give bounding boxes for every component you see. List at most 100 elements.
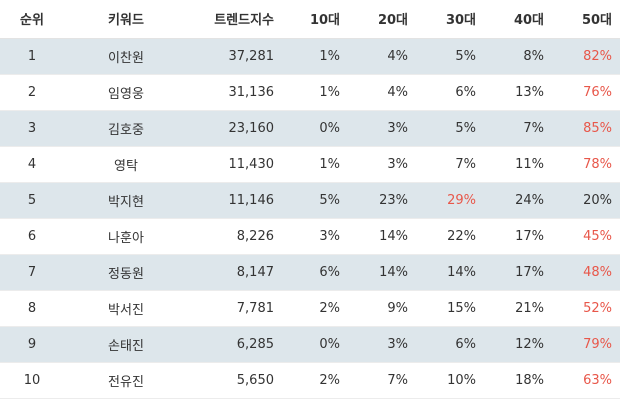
- header-age-20s: 20대: [348, 0, 416, 39]
- table-row: 2 임영웅 31,136 1% 4% 6% 13% 76%: [0, 74, 620, 111]
- age-10s-cell: 5%: [280, 182, 348, 219]
- age-20s-cell: 14%: [348, 218, 416, 255]
- age-10s-cell: 6%: [280, 254, 348, 291]
- table-row: 9 손태진 6,285 0% 3% 6% 12% 79%: [0, 326, 620, 363]
- age-40s-cell: 21%: [484, 290, 552, 327]
- age-20s-cell: 4%: [348, 38, 416, 75]
- trend-score-cell: 5,650: [188, 362, 280, 399]
- trend-score-cell: 6,285: [188, 326, 280, 363]
- table-row: 8 박서진 7,781 2% 9% 15% 21% 52%: [0, 290, 620, 327]
- age-30s-cell: 14%: [416, 254, 484, 291]
- age-30s-cell: 10%: [416, 362, 484, 399]
- age-30s-cell: 15%: [416, 290, 484, 327]
- age-40s-cell: 8%: [484, 38, 552, 75]
- rank-cell: 8: [0, 290, 64, 327]
- keyword-cell: 이찬원: [64, 38, 188, 75]
- keyword-cell: 김호중: [64, 110, 188, 147]
- age-20s-cell: 7%: [348, 362, 416, 399]
- keyword-cell: 전유진: [64, 362, 188, 399]
- keyword-cell: 영탁: [64, 146, 188, 183]
- rank-cell: 6: [0, 218, 64, 255]
- age-50s-cell: 85%: [552, 110, 620, 147]
- age-50s-cell: 63%: [552, 362, 620, 399]
- trend-score-cell: 23,160: [188, 110, 280, 147]
- age-40s-cell: 13%: [484, 74, 552, 111]
- rank-cell: 9: [0, 326, 64, 363]
- age-50s-cell: 82%: [552, 38, 620, 75]
- age-50s-cell: 48%: [552, 254, 620, 291]
- age-10s-cell: 0%: [280, 326, 348, 363]
- age-40s-cell: 12%: [484, 326, 552, 363]
- header-age-40s: 40대: [484, 0, 552, 39]
- age-40s-cell: 17%: [484, 254, 552, 291]
- age-30s-cell: 6%: [416, 74, 484, 111]
- table-header-row: 순위 키워드 트렌드지수 10대 20대 30대 40대 50대: [0, 0, 620, 39]
- age-20s-cell: 3%: [348, 326, 416, 363]
- rank-cell: 5: [0, 182, 64, 219]
- age-50s-cell: 76%: [552, 74, 620, 111]
- header-age-50s: 50대: [552, 0, 620, 39]
- keyword-cell: 박지현: [64, 182, 188, 219]
- age-30s-cell: 7%: [416, 146, 484, 183]
- table-row: 6 나훈아 8,226 3% 14% 22% 17% 45%: [0, 218, 620, 255]
- age-30s-cell: 29%: [416, 182, 484, 219]
- header-trend-score: 트렌드지수: [188, 0, 280, 39]
- age-40s-cell: 18%: [484, 362, 552, 399]
- trend-score-cell: 37,281: [188, 38, 280, 75]
- header-age-10s: 10대: [280, 0, 348, 39]
- trend-score-cell: 8,147: [188, 254, 280, 291]
- age-50s-cell: 20%: [552, 182, 620, 219]
- age-50s-cell: 52%: [552, 290, 620, 327]
- header-age-30s: 30대: [416, 0, 484, 39]
- keyword-cell: 박서진: [64, 290, 188, 327]
- age-40s-cell: 24%: [484, 182, 552, 219]
- age-20s-cell: 3%: [348, 146, 416, 183]
- table-row: 3 김호중 23,160 0% 3% 5% 7% 85%: [0, 110, 620, 147]
- age-10s-cell: 1%: [280, 74, 348, 111]
- age-10s-cell: 2%: [280, 362, 348, 399]
- table-row: 7 정동원 8,147 6% 14% 14% 17% 48%: [0, 254, 620, 291]
- rank-cell: 7: [0, 254, 64, 291]
- table-row: 4 영탁 11,430 1% 3% 7% 11% 78%: [0, 146, 620, 183]
- trend-score-cell: 7,781: [188, 290, 280, 327]
- header-keyword: 키워드: [64, 0, 188, 39]
- trend-score-cell: 8,226: [188, 218, 280, 255]
- age-50s-cell: 79%: [552, 326, 620, 363]
- rank-cell: 4: [0, 146, 64, 183]
- age-50s-cell: 78%: [552, 146, 620, 183]
- rank-cell: 10: [0, 362, 64, 399]
- rank-cell: 3: [0, 110, 64, 147]
- trend-score-cell: 31,136: [188, 74, 280, 111]
- age-20s-cell: 23%: [348, 182, 416, 219]
- age-20s-cell: 14%: [348, 254, 416, 291]
- age-40s-cell: 11%: [484, 146, 552, 183]
- keyword-cell: 나훈아: [64, 218, 188, 255]
- table-row: 5 박지현 11,146 5% 23% 29% 24% 20%: [0, 182, 620, 219]
- header-rank: 순위: [0, 0, 64, 39]
- age-40s-cell: 7%: [484, 110, 552, 147]
- keyword-cell: 정동원: [64, 254, 188, 291]
- age-30s-cell: 6%: [416, 326, 484, 363]
- age-30s-cell: 22%: [416, 218, 484, 255]
- age-40s-cell: 17%: [484, 218, 552, 255]
- age-10s-cell: 1%: [280, 38, 348, 75]
- trend-score-cell: 11,430: [188, 146, 280, 183]
- trend-score-cell: 11,146: [188, 182, 280, 219]
- table-row: 1 이찬원 37,281 1% 4% 5% 8% 82%: [0, 38, 620, 75]
- rank-cell: 1: [0, 38, 64, 75]
- age-30s-cell: 5%: [416, 38, 484, 75]
- age-10s-cell: 2%: [280, 290, 348, 327]
- age-20s-cell: 3%: [348, 110, 416, 147]
- age-10s-cell: 1%: [280, 146, 348, 183]
- age-20s-cell: 4%: [348, 74, 416, 111]
- keyword-cell: 손태진: [64, 326, 188, 363]
- age-20s-cell: 9%: [348, 290, 416, 327]
- table-row: 10 전유진 5,650 2% 7% 10% 18% 63%: [0, 362, 620, 399]
- keyword-cell: 임영웅: [64, 74, 188, 111]
- age-50s-cell: 45%: [552, 218, 620, 255]
- age-30s-cell: 5%: [416, 110, 484, 147]
- age-10s-cell: 3%: [280, 218, 348, 255]
- rank-cell: 2: [0, 74, 64, 111]
- age-10s-cell: 0%: [280, 110, 348, 147]
